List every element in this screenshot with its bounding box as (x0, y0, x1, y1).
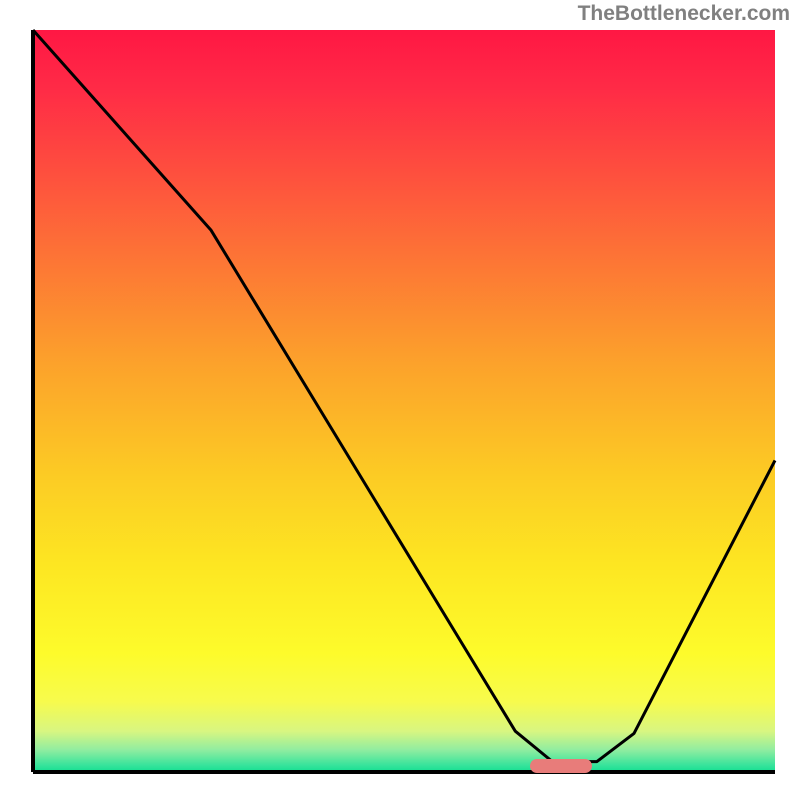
chart-root: TheBottlenecker.com (0, 0, 800, 800)
watermark-text: TheBottlenecker.com (578, 2, 790, 26)
chart-gradient-background (33, 30, 775, 772)
optimal-point-marker (530, 759, 592, 773)
bottleneck-curve-chart (0, 0, 800, 800)
